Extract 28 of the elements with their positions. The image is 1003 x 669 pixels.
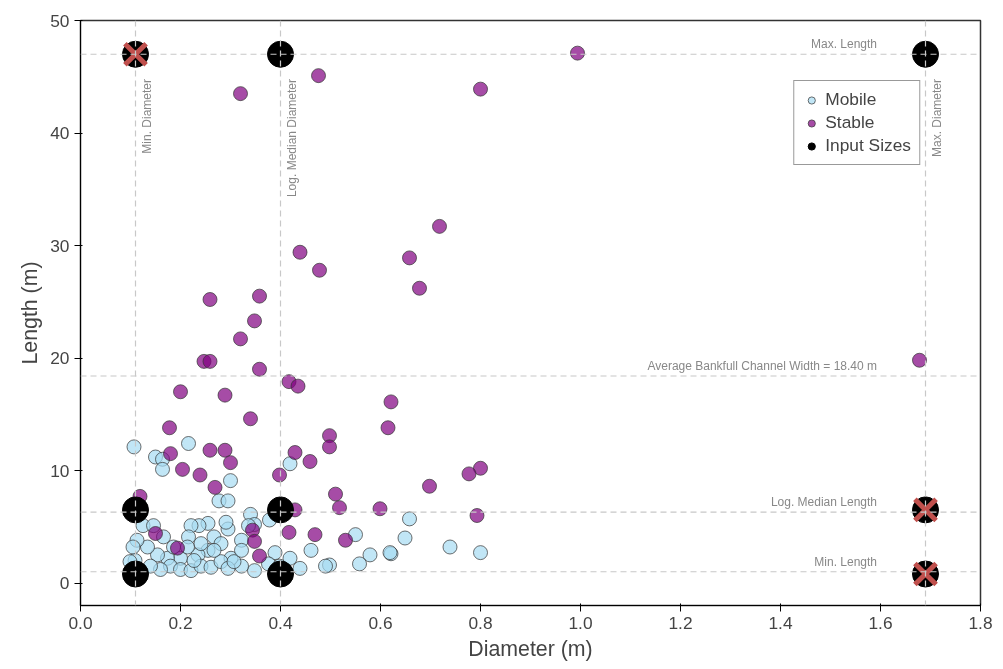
legend-label: Mobile	[825, 89, 877, 110]
x-tick-label: 0.4	[268, 612, 293, 633]
ref-line-label: Max. Diameter	[929, 78, 944, 158]
y-tick-label: 50	[50, 10, 70, 31]
x-tick-label: 1.2	[668, 612, 693, 633]
legend-label: Stable	[825, 112, 875, 133]
x-tick-label: 0.0	[68, 612, 93, 633]
x-tick-label: 1.8	[968, 612, 993, 633]
y-tick-label: 30	[50, 235, 70, 256]
ref-line-label: Min. Length	[814, 554, 878, 569]
x-tick-label: 0.8	[468, 612, 493, 633]
ref-line-label: Min. Diameter	[139, 79, 154, 154]
ref-line-label: Log. Median Diameter	[284, 79, 299, 198]
x-tick-label: 0.2	[168, 612, 193, 633]
x-tick-label: 1.0	[568, 612, 593, 633]
x-tick-label: 0.6	[368, 612, 393, 633]
ref-line-label: Max. Length	[810, 37, 878, 52]
y-tick-label: 20	[50, 348, 70, 368]
ref-line-label: Average Bankfull Channel Width = 18.40 m	[647, 359, 878, 373]
x-tick-label: 1.6	[868, 612, 893, 633]
y-tick-label: 40	[50, 123, 70, 143]
ref-line-label: Log. Median Length	[770, 495, 878, 510]
legend-label: Input Sizes	[825, 135, 911, 156]
y-tick-label: 10	[50, 460, 70, 481]
x-axis-title: Diameter (m)	[468, 636, 593, 661]
y-axis-title: Length (m)	[18, 261, 43, 365]
y-tick-label: 0	[59, 573, 70, 593]
x-tick-label: 1.4	[768, 612, 793, 633]
